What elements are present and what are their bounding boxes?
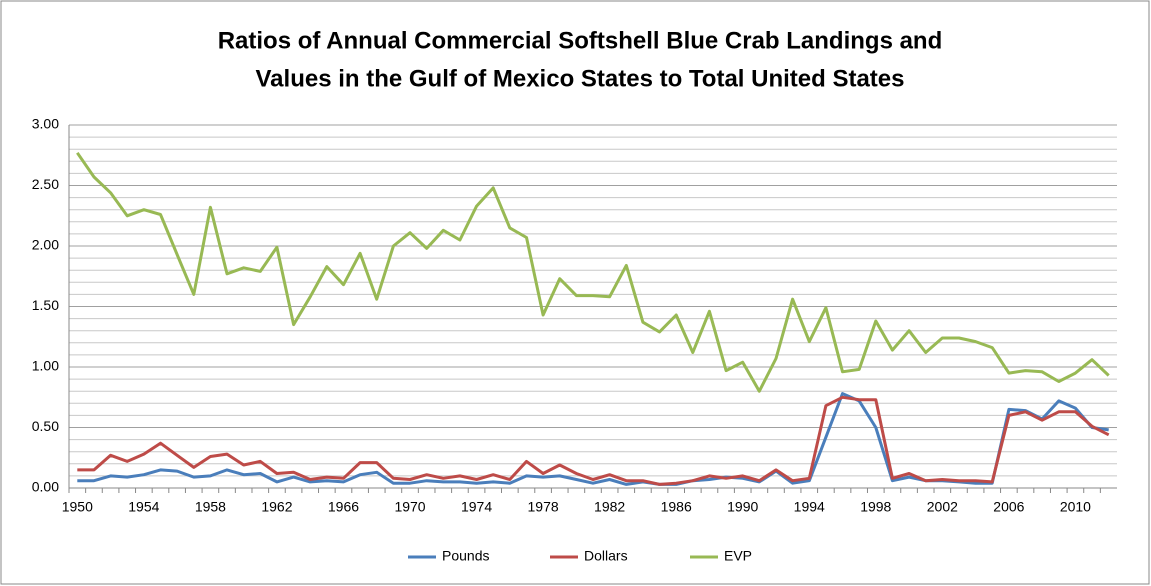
x-tick-label: 2010: [1060, 499, 1091, 515]
y-tick-label: 0.50: [32, 418, 59, 434]
y-tick-label: 2.50: [32, 176, 59, 192]
x-tick-label: 1970: [394, 499, 425, 515]
x-tick-label: 1954: [128, 499, 159, 515]
x-tick-label: 1974: [461, 499, 492, 515]
series-line: [76, 151, 1110, 393]
x-tick-label: 1982: [594, 499, 625, 515]
x-tick-label: 1962: [261, 499, 292, 515]
x-tick-label: 1990: [727, 499, 758, 515]
x-tick-label: 1958: [195, 499, 226, 515]
x-tick-label: 2006: [993, 499, 1024, 515]
legend-label: EVP: [724, 548, 752, 564]
y-tick-label: 0.00: [32, 479, 59, 495]
legend-label: Pounds: [442, 548, 489, 564]
y-tick-label: 3.00: [32, 116, 59, 132]
y-tick-label: 1.50: [32, 297, 59, 313]
x-tick-label: 1950: [62, 499, 93, 515]
legend-label: Dollars: [584, 548, 628, 564]
x-tick-label: 1986: [661, 499, 692, 515]
x-tick-label: 1998: [860, 499, 891, 515]
chart-title: Values in the Gulf of Mexico States to T…: [256, 65, 905, 92]
y-tick-label: 1.00: [32, 358, 59, 374]
x-tick-label: 1966: [328, 499, 359, 515]
x-tick-label: 1978: [528, 499, 559, 515]
x-tick-label: 1994: [794, 499, 825, 515]
series-line: [77, 395, 1110, 486]
chart-title: Ratios of Annual Commercial Softshell Bl…: [218, 27, 943, 54]
x-tick-label: 2002: [927, 499, 958, 515]
y-tick-label: 2.00: [32, 237, 59, 253]
